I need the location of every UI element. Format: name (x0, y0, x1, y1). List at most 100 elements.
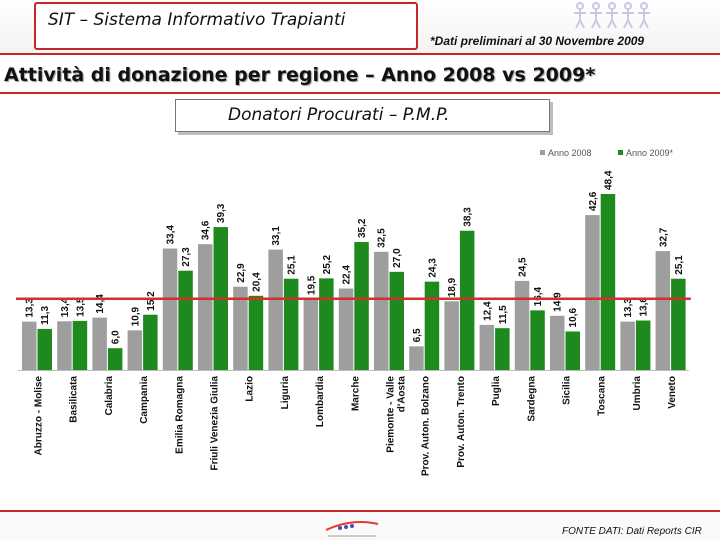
data-label: 13,5 (75, 297, 86, 317)
category-label: Friuli Venezia Giulia (210, 376, 221, 471)
data-label: 14,9 (553, 292, 564, 312)
legend-swatch-2009 (618, 150, 623, 155)
data-label: 10,6 (568, 308, 579, 328)
legend-label: Anno 2008 (548, 148, 592, 158)
data-label: 13,4 (60, 297, 71, 317)
category-label: Piemonte - Valle (386, 376, 397, 453)
category-label: Liguria (280, 376, 291, 410)
bar-2009 (635, 320, 651, 370)
bar-2009 (424, 281, 440, 370)
category-label: Prov. Auton. Trento (456, 376, 467, 468)
bar-chart: 13,3 11,3 Abruzzo - Molise 13,4 13,5 Basilica… (16, 148, 691, 476)
data-label: 35,2 (357, 218, 368, 238)
data-label: 18,9 (447, 277, 458, 297)
data-label: 13,3 (25, 298, 36, 318)
data-label: 24,5 (518, 257, 529, 277)
category-label: Emilia Romagna (174, 376, 185, 454)
data-label: 27,3 (181, 247, 192, 267)
bar-2008 (514, 280, 530, 370)
bar-2009 (495, 328, 510, 370)
category-label: Marche (350, 376, 361, 411)
category-label: Prov. Auton. Bolzano (421, 376, 432, 476)
people-logo-icon (574, 2, 650, 29)
bar-2008 (444, 301, 459, 370)
bar-2009 (319, 278, 334, 370)
app-title: SIT – Sistema Informativo Trapianti (48, 10, 346, 30)
data-label: 42,6 (588, 191, 599, 211)
bar-2008 (92, 317, 107, 370)
bar-2009 (530, 310, 545, 370)
bar-2008 (268, 249, 283, 370)
data-label: 20,4 (251, 272, 262, 292)
bar-2009 (565, 331, 580, 370)
category-label: Abruzzo - Molise (34, 376, 45, 456)
bar-2008 (338, 288, 354, 370)
category-label: Puglia (491, 376, 502, 406)
category-label: Sardegna (526, 376, 537, 422)
preliminary-data-note: *Dati preliminari al 30 Novembre 2009 (430, 34, 645, 48)
category-label: Toscana (597, 376, 608, 416)
bar-2008 (127, 330, 143, 370)
chart-subtitle: Donatori Procurati – P.M.P. (228, 105, 450, 125)
bar-2009 (143, 314, 158, 370)
data-label: 25,1 (287, 255, 298, 275)
data-label: 11,5 (498, 305, 509, 324)
header-band: SIT – Sistema Informativo Trapianti *Dat… (0, 0, 720, 55)
data-label: 33,4 (166, 225, 177, 245)
bar-2008 (303, 299, 319, 370)
data-label: 22,9 (236, 263, 247, 283)
bar-2009 (671, 278, 686, 370)
data-label: 11,3 (40, 306, 51, 325)
data-label: 25,1 (674, 255, 685, 275)
data-label: 15,2 (146, 291, 157, 311)
data-label: 6,5 (412, 328, 423, 342)
legend-label: Anno 2009* (626, 148, 674, 158)
bar-2009 (178, 270, 193, 370)
category-label: d'Aosta (397, 376, 408, 413)
category-label: Umbria (632, 376, 643, 411)
bar-2009 (354, 242, 369, 370)
footer-logo-icon (325, 521, 379, 537)
bar-2008 (374, 251, 389, 370)
bar-2008 (22, 321, 37, 370)
data-source: FONTE DATI: Dati Reports CIR (562, 526, 702, 537)
data-label: 38,3 (463, 207, 474, 227)
category-label: Lazio (245, 376, 256, 402)
chart-subtitle-box: Donatori Procurati – P.M.P. (175, 99, 550, 132)
data-label: 27,0 (392, 248, 403, 268)
bar-2008 (585, 215, 600, 370)
bar-2008 (233, 286, 248, 370)
bar-2008 (655, 251, 671, 370)
bar-2009 (248, 295, 264, 370)
data-label: 6,0 (111, 330, 122, 344)
data-label: 12,4 (482, 301, 493, 321)
data-label: 32,7 (658, 227, 669, 247)
bar-2008 (620, 321, 635, 370)
data-label: 33,1 (271, 226, 282, 246)
category-label: Basilicata (69, 376, 80, 423)
bar-2008 (479, 324, 495, 370)
page-title: Attività di donazione per regione – Anno… (4, 64, 596, 86)
legend-swatch-2008 (540, 150, 545, 155)
category-label: Campania (139, 376, 150, 424)
bar-2009 (283, 278, 299, 370)
title-divider (0, 92, 720, 94)
data-label: 48,4 (603, 170, 614, 190)
bar-2009 (389, 271, 404, 370)
bar-2009 (37, 328, 52, 370)
data-label: 22,4 (342, 265, 353, 285)
category-label: Sicilia (562, 376, 573, 405)
category-label: Lombardia (315, 376, 326, 428)
bar-2009 (459, 230, 475, 370)
bar-2008 (409, 346, 424, 370)
data-label: 24,3 (427, 258, 438, 278)
data-label: 34,6 (201, 220, 212, 240)
bar-2009 (600, 194, 616, 370)
bar-2008 (550, 315, 565, 370)
bar-2009 (72, 320, 88, 370)
category-label: Veneto (667, 376, 678, 409)
footer-band: FONTE DATI: Dati Reports CIR (0, 510, 720, 540)
data-label: 10,9 (130, 306, 141, 326)
category-label: Calabria (104, 376, 115, 416)
data-label: 32,5 (377, 228, 388, 248)
